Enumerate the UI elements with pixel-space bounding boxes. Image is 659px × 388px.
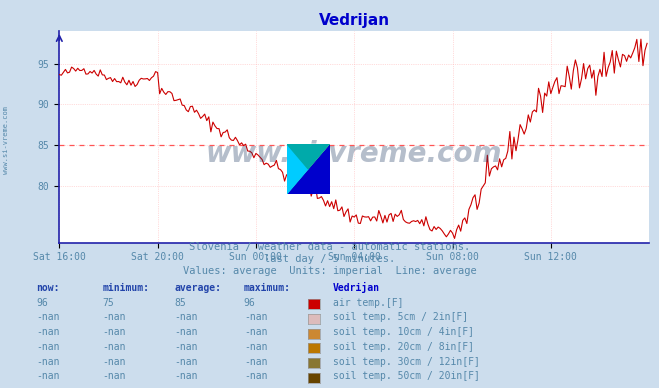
Text: -nan: -nan <box>102 371 126 381</box>
Text: -nan: -nan <box>175 357 198 367</box>
Text: Vedrijan: Vedrijan <box>333 282 380 293</box>
Text: air temp.[F]: air temp.[F] <box>333 298 403 308</box>
Text: -nan: -nan <box>244 371 268 381</box>
Text: -nan: -nan <box>102 327 126 337</box>
Text: www.si-vreme.com: www.si-vreme.com <box>3 106 9 174</box>
Text: -nan: -nan <box>102 312 126 322</box>
Text: Values: average  Units: imperial  Line: average: Values: average Units: imperial Line: av… <box>183 265 476 275</box>
Title: Vedrijan: Vedrijan <box>319 14 389 28</box>
Text: 85: 85 <box>175 298 186 308</box>
Text: -nan: -nan <box>36 312 60 322</box>
Polygon shape <box>287 144 330 194</box>
Polygon shape <box>287 144 330 194</box>
Text: last day / 5 minutes.: last day / 5 minutes. <box>264 254 395 264</box>
Text: soil temp. 10cm / 4in[F]: soil temp. 10cm / 4in[F] <box>333 327 474 337</box>
Text: average:: average: <box>175 283 221 293</box>
Polygon shape <box>287 144 308 194</box>
Text: -nan: -nan <box>102 342 126 352</box>
Text: now:: now: <box>36 283 60 293</box>
Text: -nan: -nan <box>175 327 198 337</box>
Text: -nan: -nan <box>244 357 268 367</box>
Text: 75: 75 <box>102 298 114 308</box>
Text: -nan: -nan <box>36 371 60 381</box>
Polygon shape <box>287 144 330 169</box>
Text: -nan: -nan <box>244 312 268 322</box>
Text: minimum:: minimum: <box>102 283 149 293</box>
Text: -nan: -nan <box>244 327 268 337</box>
Text: 96: 96 <box>36 298 48 308</box>
Text: maximum:: maximum: <box>244 283 291 293</box>
Text: -nan: -nan <box>36 327 60 337</box>
Text: www.si-vreme.com: www.si-vreme.com <box>206 140 502 168</box>
Text: soil temp. 5cm / 2in[F]: soil temp. 5cm / 2in[F] <box>333 312 468 322</box>
Text: soil temp. 50cm / 20in[F]: soil temp. 50cm / 20in[F] <box>333 371 480 381</box>
Text: soil temp. 30cm / 12in[F]: soil temp. 30cm / 12in[F] <box>333 357 480 367</box>
Text: -nan: -nan <box>175 371 198 381</box>
Text: 96: 96 <box>244 298 256 308</box>
Text: soil temp. 20cm / 8in[F]: soil temp. 20cm / 8in[F] <box>333 342 474 352</box>
Text: Slovenia / weather data - automatic stations.: Slovenia / weather data - automatic stat… <box>189 242 470 252</box>
Text: -nan: -nan <box>175 312 198 322</box>
Text: -nan: -nan <box>36 357 60 367</box>
Text: -nan: -nan <box>244 342 268 352</box>
Text: -nan: -nan <box>175 342 198 352</box>
Text: -nan: -nan <box>36 342 60 352</box>
Text: -nan: -nan <box>102 357 126 367</box>
